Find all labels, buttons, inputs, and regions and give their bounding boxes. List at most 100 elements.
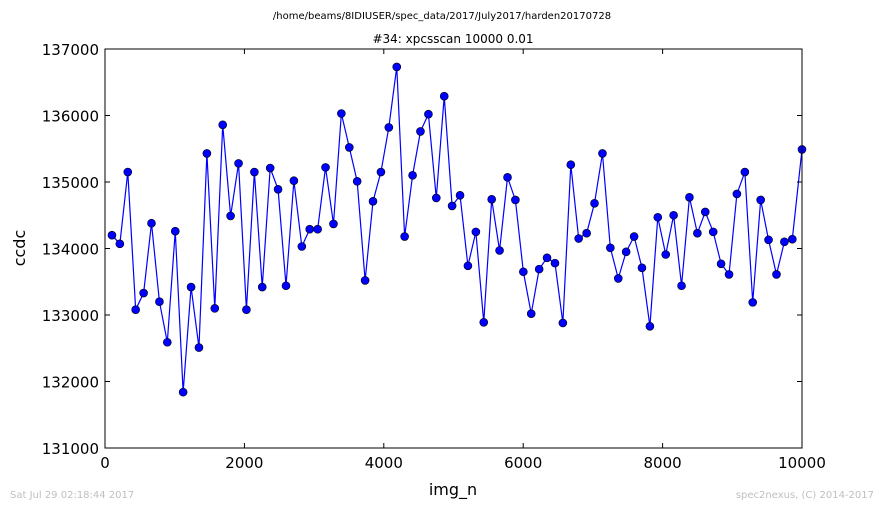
- data-point: [756, 195, 765, 205]
- data-point: [313, 224, 322, 234]
- data-point: [606, 243, 615, 253]
- data-point: [439, 91, 449, 101]
- data-point: [281, 281, 291, 291]
- figure-suptitle: /home/beams/8IDIUSER/spec_data/2017/July…: [273, 11, 611, 22]
- data-point: [661, 250, 671, 259]
- data-point: [321, 163, 330, 172]
- data-point: [574, 234, 583, 243]
- data-point: [566, 160, 576, 170]
- data-point: [107, 230, 117, 240]
- data-point: [748, 298, 758, 307]
- data-point: [479, 318, 489, 327]
- data-point: [788, 234, 797, 244]
- data-point: [590, 198, 599, 208]
- data-point: [629, 232, 639, 241]
- data-point: [487, 194, 497, 204]
- data-point: [250, 167, 259, 177]
- data-point: [368, 196, 378, 206]
- data-point: [772, 270, 781, 279]
- data-point: [337, 109, 346, 118]
- data-point: [431, 193, 441, 203]
- data-point: [503, 173, 512, 182]
- y-tick-label: 133000: [42, 307, 99, 325]
- x-tick-label: 6000: [504, 454, 542, 472]
- data-point: [376, 167, 386, 177]
- data-point: [621, 247, 631, 257]
- data-point: [495, 246, 504, 255]
- data-point: [558, 318, 568, 328]
- data-point: [329, 219, 338, 229]
- data-point: [234, 159, 243, 168]
- data-point: [740, 167, 750, 177]
- data-point: [519, 267, 528, 277]
- y-tick-label: 136000: [42, 108, 99, 126]
- x-tick-label: 10000: [778, 454, 826, 472]
- data-point: [463, 261, 473, 271]
- data-point: [139, 288, 148, 298]
- y-tick-label: 135000: [42, 174, 99, 192]
- data-point: [170, 226, 180, 236]
- data-point: [693, 228, 702, 238]
- data-point: [344, 143, 354, 152]
- data-point: [115, 239, 125, 249]
- y-tick-label: 134000: [42, 241, 99, 259]
- data-point: [447, 201, 457, 211]
- data-point: [708, 227, 718, 237]
- data-point: [147, 218, 156, 228]
- data-point: [455, 191, 465, 200]
- data-point: [210, 304, 220, 313]
- data-point: [764, 235, 773, 245]
- plot-frame: [104, 48, 803, 449]
- data-point: [289, 176, 299, 185]
- data-point: [194, 343, 204, 352]
- data-point: [511, 195, 520, 205]
- data-point: [400, 232, 409, 241]
- data-point: [131, 305, 140, 314]
- data-point: [392, 62, 402, 72]
- data-point: [297, 242, 307, 251]
- x-tick-label: 0: [100, 454, 110, 472]
- data-point: [123, 167, 133, 177]
- data-point: [732, 189, 742, 199]
- data-point: [155, 297, 164, 307]
- y-tick-label: 132000: [42, 374, 99, 392]
- data-point: [360, 276, 370, 285]
- ticks-layer: 0 2000 4000 6000 8000 10000 131000 132000 133000…: [42, 41, 826, 472]
- data-point: [178, 387, 188, 397]
- data-point: [653, 212, 663, 222]
- data-point: [550, 258, 560, 268]
- data-point: [471, 227, 481, 237]
- data-point: [780, 237, 789, 247]
- data-point: [202, 149, 212, 158]
- series-line: [111, 66, 803, 393]
- footer-credit: spec2nexus, (C) 2014-2017: [735, 490, 874, 501]
- data-point: [226, 211, 235, 221]
- data-point: [613, 274, 623, 283]
- data-point: [724, 270, 734, 279]
- data-point: [257, 282, 267, 292]
- data-point: [352, 177, 362, 186]
- data-point: [582, 228, 591, 238]
- data-point: [598, 149, 607, 158]
- y-tick-label: 131000: [42, 440, 99, 458]
- x-tick-label: 8000: [644, 454, 682, 472]
- x-tick-label: 2000: [225, 454, 263, 472]
- chart-title: #34: xpcsscan 10000 0.01: [372, 32, 533, 46]
- footer-timestamp: Sat Jul 29 02:18:44 2017: [10, 490, 135, 501]
- data-point: [700, 207, 710, 217]
- x-axis-label: img_n: [429, 480, 477, 500]
- y-axis-label: ccdc: [10, 230, 29, 267]
- data-point: [669, 210, 678, 220]
- series-layer: [107, 62, 807, 397]
- data-point: [186, 282, 196, 292]
- data-point: [408, 171, 417, 180]
- data-point: [242, 305, 251, 314]
- data-point: [716, 259, 726, 269]
- data-point: [273, 185, 283, 194]
- data-point: [645, 322, 655, 331]
- data-point: [526, 309, 536, 318]
- data-point: [534, 264, 544, 274]
- data-point: [677, 281, 686, 291]
- data-point: [637, 263, 647, 273]
